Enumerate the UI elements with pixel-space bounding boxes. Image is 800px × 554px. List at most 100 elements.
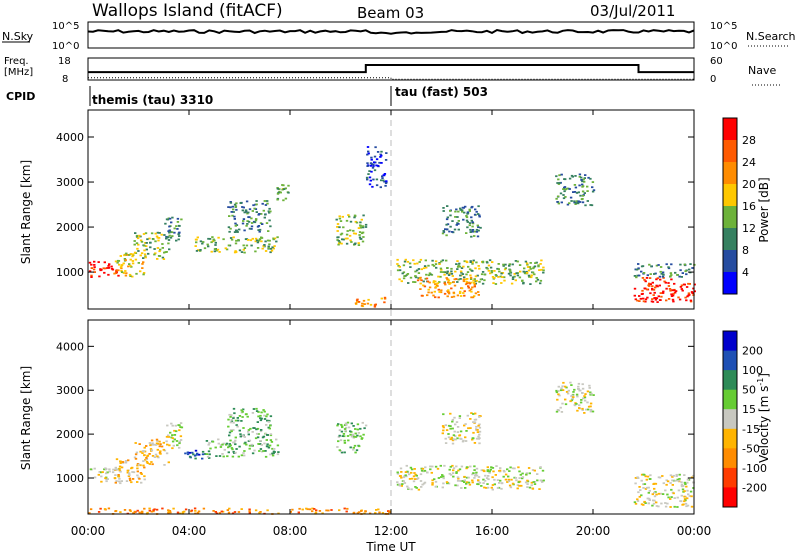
data-cell — [464, 278, 467, 281]
data-cell — [567, 389, 570, 392]
data-cell — [560, 387, 563, 390]
data-cell — [453, 284, 457, 287]
data-cell — [647, 502, 650, 505]
data-cell — [670, 278, 673, 281]
data-cell — [442, 230, 445, 232]
data-cell — [133, 456, 137, 459]
data-cell — [644, 475, 647, 478]
data-cell — [190, 509, 194, 512]
data-cell — [261, 436, 265, 439]
data-cell — [251, 412, 255, 414]
data-cell — [244, 441, 247, 444]
data-cell — [465, 430, 468, 432]
data-cell — [139, 450, 142, 453]
data-cell — [158, 250, 161, 253]
data-cell — [266, 200, 269, 202]
power-data-cells — [88, 146, 696, 308]
data-cell — [269, 439, 273, 441]
data-cell — [443, 271, 447, 274]
data-cell — [640, 473, 644, 476]
data-cell — [689, 299, 693, 302]
data-cell — [314, 511, 318, 514]
data-cell — [442, 271, 445, 273]
colorbar-swatch — [723, 184, 737, 207]
data-cell — [469, 427, 472, 429]
data-cell — [464, 440, 468, 442]
data-cell — [240, 251, 244, 253]
data-cell — [528, 276, 531, 278]
data-cell — [501, 276, 504, 278]
data-cell — [646, 475, 650, 478]
data-cell — [422, 267, 426, 270]
data-cell — [664, 502, 667, 504]
data-cell — [591, 181, 595, 183]
data-cell — [195, 453, 198, 456]
data-cell — [646, 274, 649, 277]
data-cell — [639, 297, 642, 300]
data-cell — [233, 412, 236, 415]
data-cell — [298, 507, 301, 510]
data-cell — [493, 483, 496, 486]
data-cell — [503, 279, 506, 282]
data-cell — [227, 206, 230, 208]
data-cell — [452, 281, 455, 283]
data-cell — [252, 204, 255, 207]
data-cell — [568, 188, 571, 190]
data-cell — [223, 448, 226, 451]
data-cell — [311, 510, 314, 513]
data-cell — [383, 180, 386, 183]
data-cell — [139, 464, 142, 467]
data-cell — [640, 494, 643, 497]
data-cell — [259, 419, 263, 422]
colorbar-frame — [722, 330, 738, 508]
data-cell — [400, 280, 403, 283]
data-cell — [202, 241, 205, 243]
data-cell — [458, 417, 461, 419]
data-cell — [218, 512, 222, 514]
colorbar-swatch — [723, 389, 737, 410]
data-cell — [475, 425, 478, 428]
data-cell — [486, 261, 489, 264]
data-cell — [269, 251, 272, 254]
data-cell — [357, 511, 361, 514]
data-cell — [233, 203, 237, 206]
data-cell — [134, 232, 137, 234]
data-cell — [415, 478, 419, 480]
data-cell — [463, 481, 466, 483]
data-cell — [137, 262, 140, 264]
data-cell — [254, 509, 258, 512]
data-cell — [355, 449, 359, 452]
data-cell — [409, 266, 412, 268]
data-cell — [263, 410, 266, 413]
data-cell — [676, 478, 679, 481]
data-cell — [370, 156, 373, 159]
data-cell — [237, 455, 240, 458]
data-cell — [456, 260, 459, 262]
data-cell — [405, 475, 408, 478]
data-cell — [143, 475, 146, 478]
data-cell — [90, 263, 93, 266]
data-cell — [276, 444, 280, 447]
data-cell — [458, 262, 461, 265]
data-cell — [360, 218, 363, 221]
data-cell — [378, 161, 381, 164]
data-cell — [168, 229, 171, 232]
data-cell — [528, 486, 532, 489]
data-cell — [199, 249, 202, 251]
data-cell — [666, 493, 669, 496]
data-cell — [588, 384, 591, 387]
data-cell — [477, 229, 480, 232]
data-cell — [248, 508, 251, 511]
data-cell — [568, 177, 572, 180]
data-cell — [150, 510, 153, 513]
data-cell — [113, 272, 116, 275]
data-cell — [667, 267, 671, 270]
data-cell — [399, 467, 403, 470]
data-cell — [529, 268, 532, 270]
data-cell — [683, 500, 686, 503]
data-cell — [250, 228, 253, 230]
data-cell — [662, 290, 665, 293]
data-cell — [490, 271, 494, 274]
data-cell — [134, 453, 138, 456]
data-cell — [442, 475, 445, 478]
